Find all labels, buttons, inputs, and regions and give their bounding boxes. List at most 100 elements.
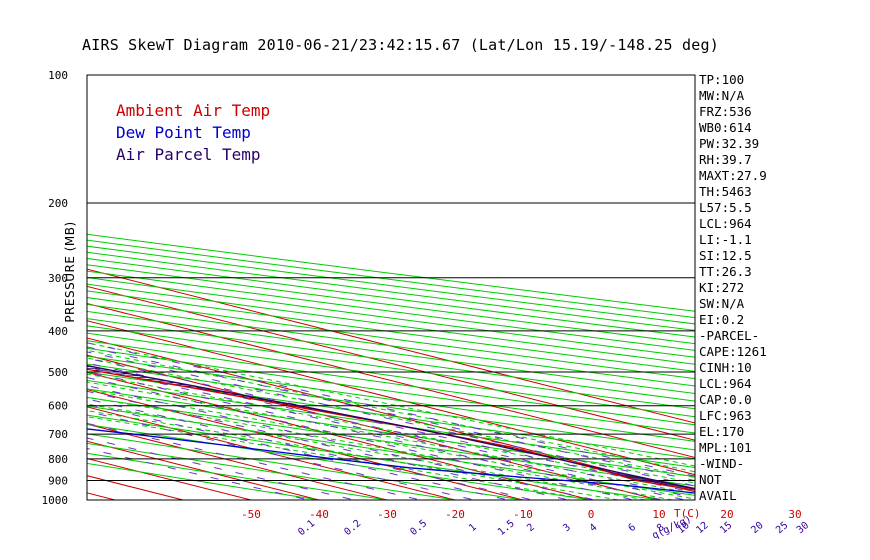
temp-tick-bottom-label: 30 bbox=[788, 508, 801, 521]
stability-index-item: CINH:10 bbox=[699, 360, 752, 375]
isotherm-line bbox=[87, 285, 695, 441]
stability-index-item: RH:39.7 bbox=[699, 152, 752, 167]
stability-index-item: TT:26.3 bbox=[699, 264, 752, 279]
stability-index-item: LI:-1.1 bbox=[699, 232, 752, 247]
dry-adiabat-line bbox=[87, 239, 695, 319]
moist-adiabat-line bbox=[87, 389, 695, 500]
dry-adiabat-line bbox=[87, 423, 595, 500]
mixing-ratio-tick-label: 0.1 bbox=[296, 518, 317, 538]
stability-index-item: MPL:101 bbox=[699, 440, 752, 455]
temp-tick-bottom-label: 10 bbox=[652, 508, 665, 521]
dry-adiabat-line bbox=[87, 355, 695, 442]
stability-index-item: PW:32.39 bbox=[699, 136, 760, 151]
mixing-ratio-tick-label: 12 bbox=[694, 520, 710, 536]
plot-frame bbox=[86, 74, 696, 501]
mixing-ratio-tick-label: 0.5 bbox=[408, 518, 429, 538]
stability-index-item: CAPE:1261 bbox=[699, 344, 767, 359]
stability-index-item: LCL:964 bbox=[699, 216, 752, 231]
dry-adiabat-line bbox=[87, 442, 459, 500]
pressure-tick-label: 500 bbox=[48, 366, 68, 379]
isotherm-line bbox=[87, 423, 388, 500]
mixing-ratio-tick-label: 8 bbox=[655, 522, 667, 534]
stability-index-item: EI:0.2 bbox=[699, 312, 745, 327]
pressure-tick-label: 1000 bbox=[42, 494, 69, 507]
moist-adiabat-line bbox=[87, 410, 619, 500]
mixing-ratio-tick-label: 0.2 bbox=[342, 518, 363, 538]
dry-adiabat-line bbox=[87, 347, 695, 434]
stability-index-item: AVAIL bbox=[699, 488, 737, 503]
dry-adiabat-line bbox=[87, 245, 695, 325]
temp-tick-bottom-label: -20 bbox=[445, 508, 465, 521]
stability-index-item: FRZ:536 bbox=[699, 104, 752, 119]
mixing-ratio-line bbox=[87, 385, 598, 500]
pressure-tick-label: 600 bbox=[48, 400, 68, 413]
mixing-ratio-tick-label: 6 bbox=[626, 522, 638, 534]
y-axis-label: PRESSURE (MB) bbox=[63, 221, 77, 323]
dry-adiabat-line bbox=[87, 233, 695, 312]
isotherm-line bbox=[0, 75, 47, 500]
stability-index-item: L57:5.5 bbox=[699, 200, 752, 215]
mixing-ratio-tick-label: 4 bbox=[588, 522, 600, 534]
mixing-ratio-tick-label: 1 bbox=[467, 522, 479, 534]
temp-tick-bottom-label: -30 bbox=[377, 508, 397, 521]
pressure-tick-label: 900 bbox=[48, 475, 68, 488]
legend-ambient-air-temp: Ambient Air Temp bbox=[116, 101, 271, 120]
temp-tick-bottom-label: -40 bbox=[309, 508, 329, 521]
stability-index-item: MAXT:27.9 bbox=[699, 168, 767, 183]
pressure-tick-label: 200 bbox=[48, 197, 68, 210]
mixing-ratio-line bbox=[87, 362, 695, 499]
stability-index-item: NOT bbox=[699, 472, 722, 487]
stability-index-item: TP:100 bbox=[699, 72, 745, 87]
mixing-ratio-line bbox=[87, 366, 688, 500]
dry-adiabat-line bbox=[87, 452, 391, 500]
dry-adiabat-line bbox=[87, 340, 695, 426]
pressure-tick-label: 400 bbox=[48, 325, 68, 338]
dry-adiabat-line bbox=[87, 332, 695, 418]
mixing-ratio-line bbox=[87, 371, 665, 500]
temp-tick-bottom-label: -50 bbox=[241, 508, 261, 521]
stability-index-item: SW:N/A bbox=[699, 296, 745, 311]
temp-tick-bottom-label: 20 bbox=[720, 508, 733, 521]
stability-index-item: LFC:963 bbox=[699, 408, 752, 423]
mixing-ratio-tick-label: 15 bbox=[718, 520, 734, 536]
dry-adiabat-line bbox=[87, 405, 695, 496]
legend-air-parcel-temp: Air Parcel Temp bbox=[116, 145, 261, 164]
stability-index-item: TH:5463 bbox=[699, 184, 752, 199]
pressure-tick-label: 100 bbox=[48, 69, 68, 82]
stability-index-item: -PARCEL- bbox=[699, 328, 760, 343]
dew-point-temp-line bbox=[87, 428, 695, 494]
mixing-ratio-tick-label: 30 bbox=[795, 520, 811, 536]
pressure-tick-label: 800 bbox=[48, 453, 68, 466]
stability-index-item: CAP:0.0 bbox=[699, 392, 752, 407]
dry-adiabat-line bbox=[87, 363, 695, 451]
chart-title: AIRS SkewT Diagram 2010-06-21/23:42:15.6… bbox=[82, 36, 719, 54]
stability-index-item: -WIND- bbox=[699, 456, 745, 471]
mixing-ratio-line bbox=[87, 346, 695, 482]
mixing-ratio-tick-label: 25 bbox=[774, 520, 790, 536]
x-axis-unit-label: T(C) bbox=[674, 507, 701, 520]
dry-adiabat-line bbox=[87, 388, 695, 478]
mixing-ratio-tick-label: 2 bbox=[525, 522, 537, 534]
isotherm-line bbox=[87, 406, 456, 500]
isotherm-line bbox=[87, 354, 660, 500]
temp-tick-bottom-label: -10 bbox=[513, 508, 533, 521]
isotherm-line bbox=[87, 303, 695, 458]
dry-adiabat-line bbox=[87, 318, 695, 402]
stability-index-item: WB0:614 bbox=[699, 120, 752, 135]
dry-adiabat-line bbox=[87, 325, 695, 410]
plot-area bbox=[0, 75, 695, 500]
dry-adiabat-line bbox=[87, 462, 323, 500]
mixing-ratio-tick-label: 20 bbox=[749, 520, 765, 536]
moist-adiabat-line bbox=[87, 365, 695, 484]
stability-index-item: EL:170 bbox=[699, 424, 745, 439]
mixing-ratio-tick-label: 3 bbox=[561, 522, 573, 534]
dry-adiabat-line bbox=[87, 371, 695, 460]
mixing-ratio-tick-label: 1.5 bbox=[496, 518, 517, 538]
ambient-air-temp-line bbox=[87, 368, 695, 491]
dry-adiabat-line bbox=[87, 414, 663, 500]
stability-index-item: SI:12.5 bbox=[699, 248, 752, 263]
pressure-tick-label: 700 bbox=[48, 428, 68, 441]
mixing-ratio-line bbox=[87, 351, 695, 487]
stability-index-item: MW:N/A bbox=[699, 88, 745, 103]
stability-index-item: KI:272 bbox=[699, 280, 745, 295]
